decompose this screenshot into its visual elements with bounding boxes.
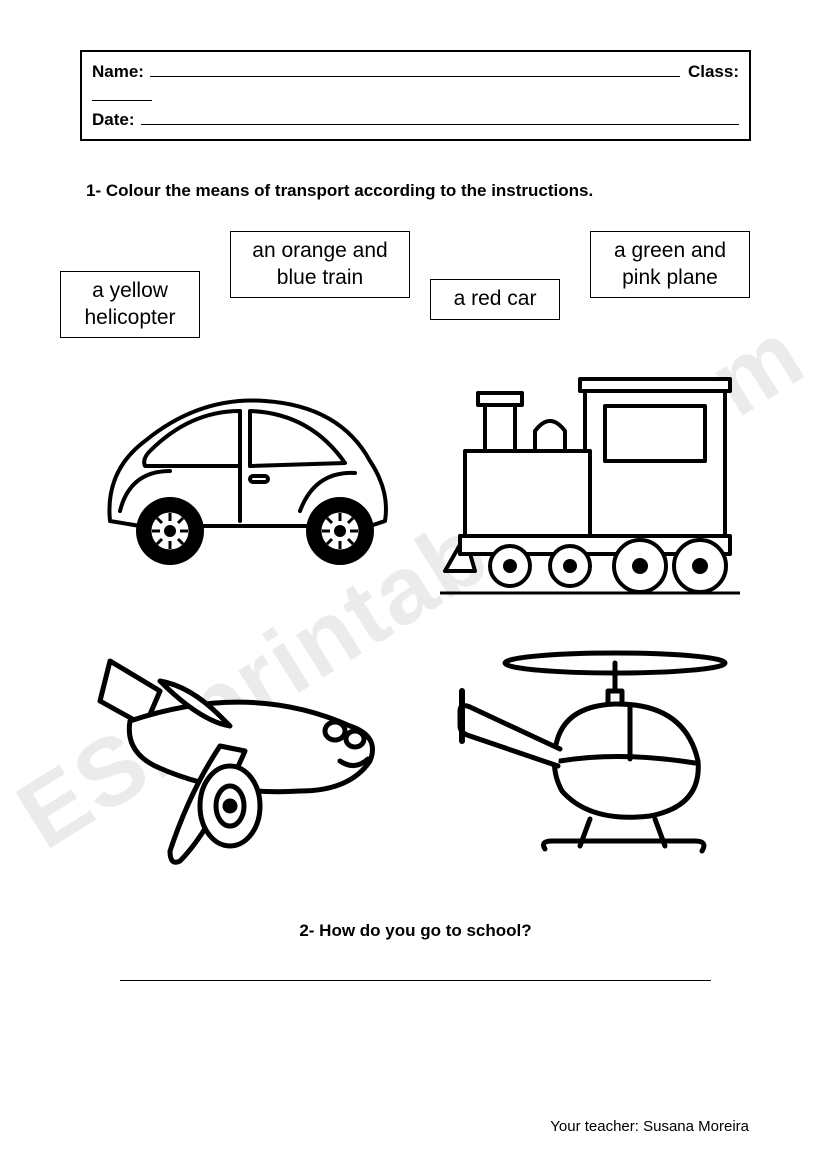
label-box-car: a red car (430, 279, 560, 319)
question-2-text: 2- How do you go to school? (80, 921, 751, 941)
helicopter-illustration (440, 641, 740, 871)
name-row: Name: Class: (92, 58, 739, 85)
color-label-row: a yellow helicopter an orange and blue t… (80, 231, 751, 361)
date-row: Date: (92, 106, 739, 133)
label-box-plane: a green and pink plane (590, 231, 750, 298)
class-label: Class: (688, 58, 739, 85)
plane-illustration (70, 631, 390, 871)
class-blank-line[interactable] (92, 87, 152, 101)
question-1-text: 1- Colour the means of transport accordi… (86, 181, 751, 201)
drawings-area (80, 371, 751, 891)
name-label: Name: (92, 58, 144, 85)
date-blank-line[interactable] (141, 111, 739, 125)
date-label: Date: (92, 106, 135, 133)
car-illustration (90, 371, 400, 591)
label-box-helicopter: a yellow helicopter (60, 271, 200, 338)
question-2-answer-line[interactable] (120, 959, 711, 981)
worksheet-page: ESLprintables.com Name: Class: Date: 1- … (0, 0, 821, 1169)
teacher-footer: Your teacher: Susana Moreira (550, 1118, 749, 1135)
class-row (92, 87, 739, 104)
student-info-box: Name: Class: Date: (80, 50, 751, 141)
train-illustration (440, 371, 740, 601)
label-box-train: an orange and blue train (230, 231, 410, 298)
name-blank-line[interactable] (150, 63, 680, 77)
